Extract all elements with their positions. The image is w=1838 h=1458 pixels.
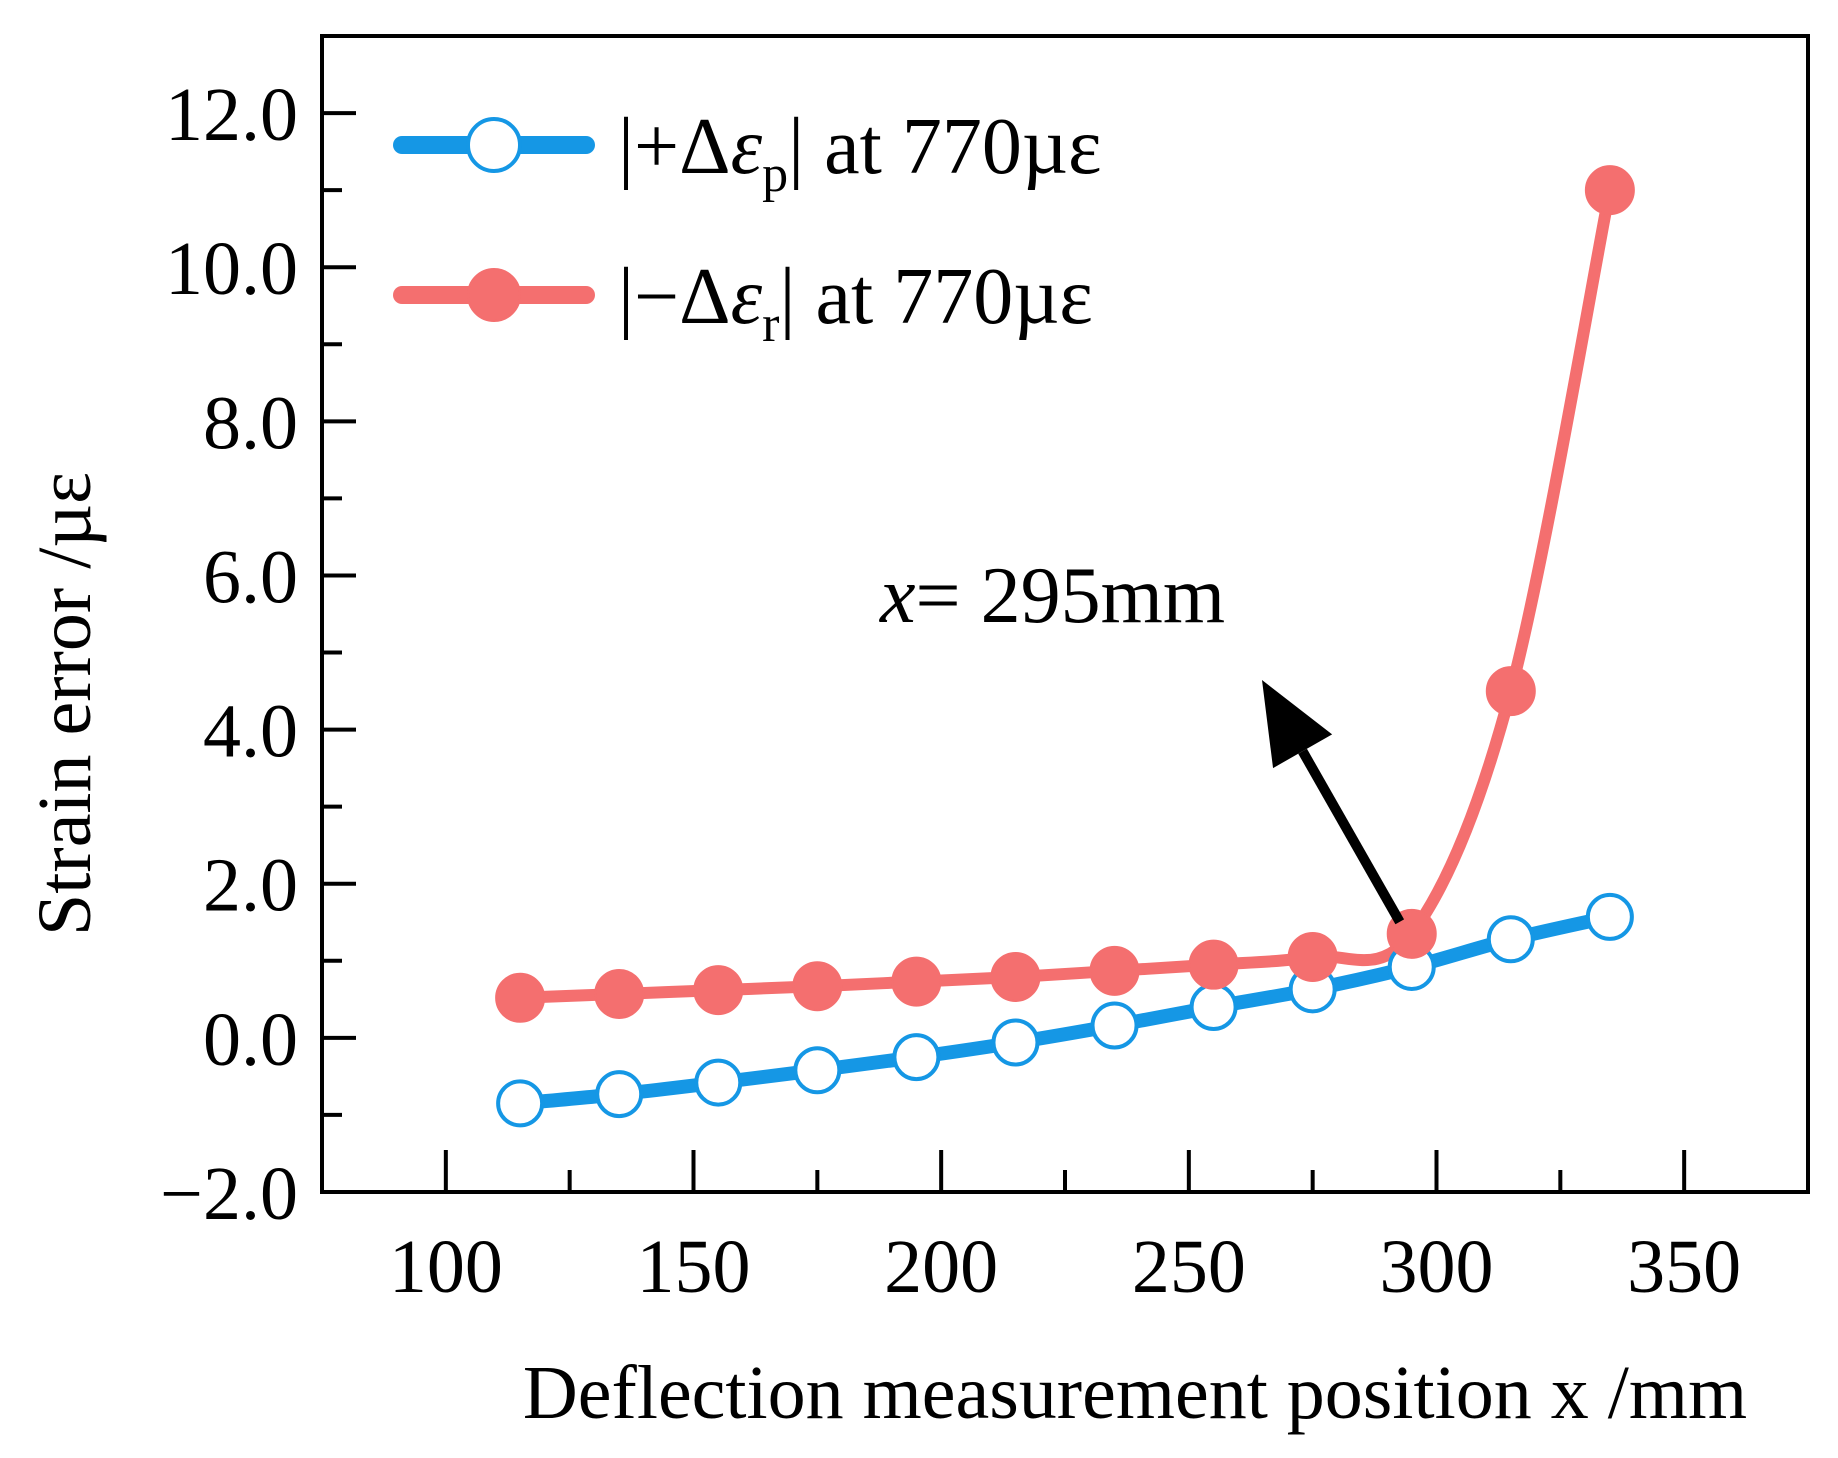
data-point — [1089, 945, 1140, 996]
y-tick-label: −2.0 — [160, 1152, 298, 1236]
x-tick-label: 150 — [637, 1225, 751, 1309]
data-point — [496, 1079, 545, 1128]
y-tick-label: 2.0 — [203, 844, 298, 928]
x-axis-label: Deflection measurement position x /mm — [523, 1351, 1747, 1435]
x-tick-label: 250 — [1132, 1225, 1246, 1309]
y-tick-label: 12.0 — [165, 73, 298, 157]
x-tick-label: 300 — [1380, 1225, 1494, 1309]
x-tick-label: 100 — [389, 1225, 503, 1309]
annotation-arrow-shaft — [1298, 748, 1405, 925]
plot-frame — [320, 34, 1810, 1194]
data-point — [1485, 666, 1536, 717]
y-tick-label: 4.0 — [203, 690, 298, 774]
legend-label: |+Δεp| at 770µε — [618, 103, 1102, 203]
data-point — [595, 1070, 644, 1119]
annotation-label: x= 295mm — [879, 552, 1225, 640]
data-point — [793, 1046, 842, 1095]
data-point — [694, 1058, 743, 1107]
y-tick-label: 6.0 — [203, 535, 298, 619]
data-point — [495, 972, 546, 1023]
data-point — [1189, 983, 1238, 1032]
data-point — [1486, 915, 1535, 964]
data-point — [1090, 1001, 1139, 1050]
series-line — [513, 909, 1617, 1111]
x-tick-label: 350 — [1627, 1225, 1741, 1309]
x-tick-label: 200 — [884, 1225, 998, 1309]
data-point — [1188, 939, 1239, 990]
y-tick-label: 10.0 — [165, 227, 298, 311]
legend-label: |−Δεr| at 770µε — [618, 253, 1093, 353]
data-point — [1584, 165, 1635, 216]
data-point — [594, 968, 645, 1019]
data-point — [891, 956, 942, 1007]
legend-marker — [467, 268, 521, 322]
tick-layer — [320, 34, 1810, 1194]
annotation: x= 295mm — [879, 552, 1405, 925]
data-point — [792, 961, 843, 1012]
tick-label-layer: −2.0 0.0 2.0 4.0 6.0 8.0 10.0 12.0 100 150 200 250 3… — [160, 73, 1741, 1309]
data-point — [693, 965, 744, 1016]
data-point — [991, 1018, 1040, 1067]
annotation-arrow-head — [1262, 680, 1333, 769]
data-point — [1585, 892, 1634, 941]
series-layer — [495, 165, 1635, 1128]
y-axis-label: Strain error /µε — [23, 472, 107, 936]
y-tick-label: 0.0 — [203, 998, 298, 1082]
data-point — [990, 951, 1041, 1002]
legend-marker — [466, 117, 522, 173]
y-tick-label: 8.0 — [203, 381, 298, 465]
legend: |+Δεp| at 770µε |−Δεr| at 770µε — [393, 103, 1102, 353]
data-point — [1287, 931, 1338, 982]
data-point — [892, 1033, 941, 1082]
